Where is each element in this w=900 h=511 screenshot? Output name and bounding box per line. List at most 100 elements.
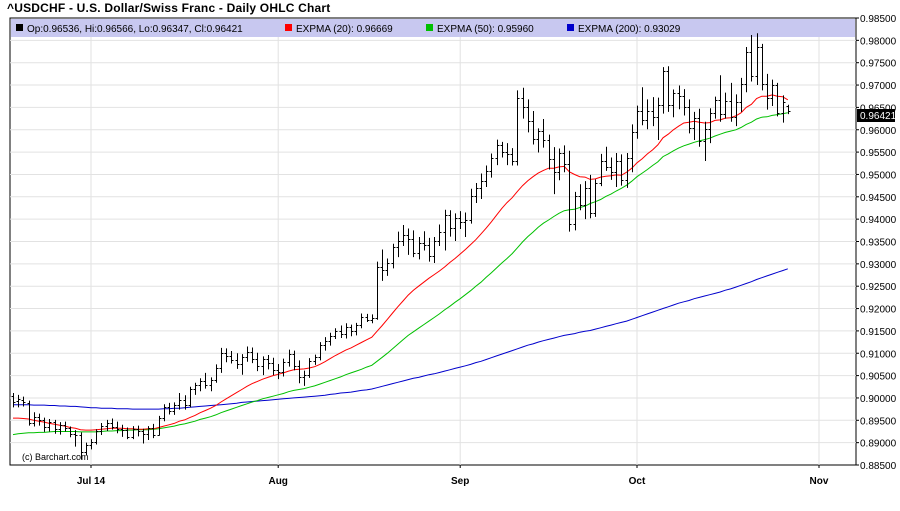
ohlc-bar [21, 396, 26, 407]
ohlc-bar [172, 402, 177, 415]
ohlc-bar [765, 73, 770, 110]
ohlc-bar [266, 355, 271, 370]
ohlc-bar [588, 174, 593, 219]
ohlc-bar [432, 237, 437, 263]
ohlc-bar [666, 66, 671, 112]
ohlc-bar [770, 79, 775, 107]
ohlc-bar [58, 422, 63, 435]
ohlc-bar [484, 165, 489, 187]
ohlc-bar [375, 261, 380, 320]
ohlc-bar [125, 427, 130, 440]
ohlc-bar [193, 382, 198, 395]
ohlc-bar [380, 249, 385, 281]
ohlc-bar [661, 67, 666, 114]
ohlc-bar [515, 90, 520, 166]
ohlc-bar [583, 181, 588, 220]
ohlc-bar [11, 393, 16, 408]
ohlc-bar [755, 33, 760, 86]
ohlc-bar [287, 349, 292, 367]
ohlc-bars [11, 33, 791, 460]
y-tick-label: 0.92000 [860, 305, 897, 316]
ohlc-bar [718, 75, 723, 122]
ohlc-bar [417, 237, 422, 260]
ohlc-bar [531, 110, 536, 145]
y-tick-label: 0.97500 [860, 59, 897, 70]
ohlc-bar [261, 356, 266, 376]
ohlc-bar [385, 258, 390, 276]
ohlc-bar [396, 231, 401, 258]
ohlc-bar [271, 357, 276, 376]
ohlc-bar [89, 439, 94, 450]
legend-ema50: EXPMA (50): 0.95960 [437, 24, 534, 35]
last-price-label: 0.96421 [860, 111, 897, 122]
ohlc-bar [749, 34, 754, 82]
ohlc-bar [640, 87, 645, 126]
ohlc-bar [131, 426, 136, 440]
ohlc-bar [713, 96, 718, 119]
ohlc-bar [656, 97, 661, 141]
ohlc-bar [775, 82, 780, 117]
ohlc-bar [422, 231, 427, 251]
ohlc-bar [250, 347, 255, 364]
ohlc-bar [609, 157, 614, 180]
ohlc-bar [42, 417, 47, 432]
ohlc-bar [110, 418, 115, 430]
legend-ohlc: Op:0.96536, Hi:0.96566, Lo:0.96347, Cl:0… [27, 24, 243, 35]
legend-ema20: EXPMA (20): 0.96669 [296, 24, 393, 35]
ohlc-bar [474, 182, 479, 204]
ohlc-bar [292, 350, 297, 371]
ohlc-bar [115, 421, 120, 434]
ohlc-bar [47, 418, 52, 432]
ohlc-bar [469, 188, 474, 224]
ohlc-bar [505, 143, 510, 166]
ohlc-bar [697, 108, 702, 147]
ohlc-bar [146, 426, 151, 440]
ohlc-bar [677, 85, 682, 110]
chart-title: ^USDCHF - U.S. Dollar/Swiss Franc - Dail… [7, 1, 331, 15]
ohlc-bar [37, 413, 42, 426]
ohlc-bar [229, 351, 234, 364]
ohlc-bar [614, 152, 619, 187]
legend-ema200: EXPMA (200): 0.93029 [578, 24, 681, 35]
ohlc-bar [479, 173, 484, 200]
y-tick-label: 0.91000 [860, 349, 897, 360]
ohlc-bar [105, 419, 110, 432]
ohlc-bar [578, 184, 583, 211]
legend-swatch-ema200 [567, 24, 574, 31]
ohlc-bar [365, 313, 370, 322]
ohlc-bar [323, 337, 328, 351]
ohlc-bar [567, 150, 572, 232]
ohlc-bar [94, 429, 99, 445]
ohlc-bar [427, 237, 432, 262]
y-tick-label: 0.98500 [860, 14, 897, 25]
ohlc-bar [489, 153, 494, 178]
ohlc-bar [547, 134, 552, 170]
ohlc-bar [635, 105, 640, 139]
ohlc-bar [333, 328, 338, 339]
y-tick-label: 0.94500 [860, 193, 897, 204]
ema200-series [13, 268, 788, 410]
ohlc-bar [703, 121, 708, 162]
ohlc-bar [307, 358, 312, 378]
ohlc-bar [224, 348, 229, 363]
y-tick-label: 0.95500 [860, 148, 897, 159]
ohlc-bar [370, 314, 375, 324]
ohlc-bar [214, 364, 219, 383]
ohlc-bar [463, 212, 468, 238]
ohlc-bar [500, 141, 505, 158]
ohlc-bar [391, 243, 396, 269]
ohlc-bar [240, 354, 245, 375]
x-tick-label: Oct [629, 476, 646, 487]
ohlc-bar [151, 423, 156, 439]
ohlc-bar [53, 419, 58, 434]
ohlc-bar [183, 395, 188, 410]
y-axis: 0.88500 0.89000 0.89500 0.90000 0.90500 0.910… [856, 14, 897, 472]
legend-swatch-ema50 [426, 24, 433, 31]
x-tick-label: Aug [268, 476, 287, 487]
ohlc-bar [495, 139, 500, 166]
ohlc-bar [79, 432, 84, 460]
ohlc-bar [136, 425, 141, 437]
ohlc-bar [73, 430, 78, 447]
ohlc-bar [188, 386, 193, 408]
ohlc-bar [536, 128, 541, 153]
